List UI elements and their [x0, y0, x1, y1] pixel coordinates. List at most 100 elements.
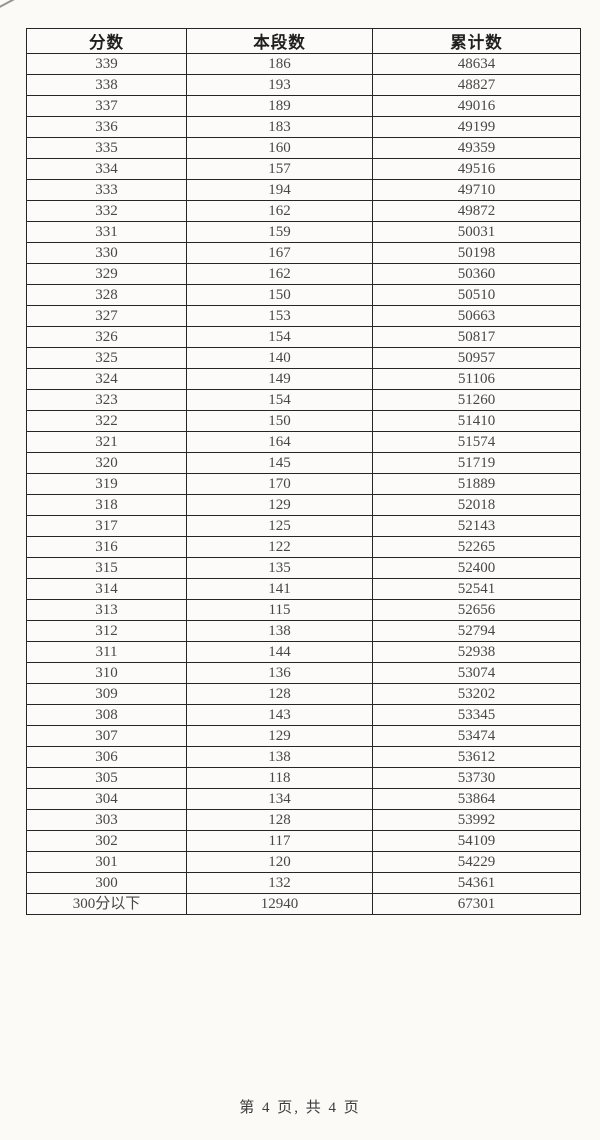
score-cell: 318	[26, 494, 187, 516]
segment-count-cell: 118	[186, 767, 373, 789]
table-row: 327 153 50663	[26, 305, 581, 327]
table-row: 300分以下 12940 67301	[26, 893, 581, 915]
cumulative-count-cell: 52938	[372, 641, 581, 663]
table-row: 312 138 52794	[26, 620, 581, 642]
segment-count-cell: 154	[186, 389, 373, 411]
score-cell: 322	[26, 410, 187, 432]
table-row: 336 183 49199	[26, 116, 581, 138]
segment-count-cell: 167	[186, 242, 373, 264]
segment-count-cell: 154	[186, 326, 373, 348]
segment-count-cell: 193	[186, 74, 373, 96]
cumulative-count-cell: 52400	[372, 557, 581, 579]
segment-count-cell: 143	[186, 704, 373, 726]
cumulative-count-cell: 49516	[372, 158, 581, 180]
table-row: 300 132 54361	[26, 872, 581, 894]
segment-count-cell: 160	[186, 137, 373, 159]
score-cell: 333	[26, 179, 187, 201]
score-cell: 303	[26, 809, 187, 831]
score-cell: 302	[26, 830, 187, 852]
score-cell: 323	[26, 389, 187, 411]
score-cell: 314	[26, 578, 187, 600]
score-cell: 305	[26, 767, 187, 789]
table-header-row: 分数 本段数 累计数	[26, 28, 581, 54]
cumulative-count-cell: 50817	[372, 326, 581, 348]
scan-artifact	[0, 0, 18, 10]
table-row: 302 117 54109	[26, 830, 581, 852]
segment-count-cell: 120	[186, 851, 373, 873]
segment-count-cell: 144	[186, 641, 373, 663]
score-cell: 335	[26, 137, 187, 159]
table-row: 334 157 49516	[26, 158, 581, 180]
segment-count-cell: 129	[186, 725, 373, 747]
score-cell: 320	[26, 452, 187, 474]
segment-count-cell: 183	[186, 116, 373, 138]
table-row: 329 162 50360	[26, 263, 581, 285]
table-row: 331 159 50031	[26, 221, 581, 243]
cumulative-count-cell: 52541	[372, 578, 581, 600]
segment-count-cell: 162	[186, 263, 373, 285]
score-cell: 334	[26, 158, 187, 180]
page-number-footer: 第 4 页, 共 4 页	[239, 1100, 361, 1116]
cumulative-count-cell: 52794	[372, 620, 581, 642]
segment-count-cell: 138	[186, 620, 373, 642]
segment-count-cell: 12940	[186, 893, 373, 915]
table-row: 318 129 52018	[26, 494, 581, 516]
table-row: 323 154 51260	[26, 389, 581, 411]
score-cell: 324	[26, 368, 187, 390]
cumulative-count-cell: 50510	[372, 284, 581, 306]
table-row: 326 154 50817	[26, 326, 581, 348]
score-cell: 308	[26, 704, 187, 726]
score-cell: 300	[26, 872, 187, 894]
cumulative-count-cell: 51574	[372, 431, 581, 453]
segment-count-cell: 141	[186, 578, 373, 600]
segment-count-cell: 132	[186, 872, 373, 894]
score-cell: 319	[26, 473, 187, 495]
score-cell: 316	[26, 536, 187, 558]
score-cell: 339	[26, 53, 187, 75]
table-row: 328 150 50510	[26, 284, 581, 306]
score-cell: 312	[26, 620, 187, 642]
score-cell: 329	[26, 263, 187, 285]
cumulative-count-cell: 52265	[372, 536, 581, 558]
segment-count-cell: 125	[186, 515, 373, 537]
table-row: 314 141 52541	[26, 578, 581, 600]
table-row: 319 170 51889	[26, 473, 581, 495]
table-row: 332 162 49872	[26, 200, 581, 222]
table-row: 333 194 49710	[26, 179, 581, 201]
cumulative-count-cell: 50663	[372, 305, 581, 327]
cumulative-count-cell: 54229	[372, 851, 581, 873]
segment-count-cell: 164	[186, 431, 373, 453]
score-cell: 301	[26, 851, 187, 873]
score-cell: 321	[26, 431, 187, 453]
cumulative-count-cell: 53992	[372, 809, 581, 831]
segment-count-cell: 145	[186, 452, 373, 474]
cumulative-count-cell: 49016	[372, 95, 581, 117]
segment-count-cell: 128	[186, 683, 373, 705]
table-body: 339 186 48634 338 193 48827 337 189 4901…	[26, 53, 581, 915]
segment-count-cell: 150	[186, 284, 373, 306]
segment-count-cell: 159	[186, 221, 373, 243]
segment-count-cell: 194	[186, 179, 373, 201]
cumulative-count-cell: 50957	[372, 347, 581, 369]
score-cell: 336	[26, 116, 187, 138]
score-cell: 327	[26, 305, 187, 327]
cumulative-count-cell: 51260	[372, 389, 581, 411]
cumulative-count-cell: 51410	[372, 410, 581, 432]
score-cell: 331	[26, 221, 187, 243]
segment-count-cell: 129	[186, 494, 373, 516]
segment-count-cell: 122	[186, 536, 373, 558]
cumulative-count-cell: 52143	[372, 515, 581, 537]
score-cell: 332	[26, 200, 187, 222]
cumulative-count-cell: 53345	[372, 704, 581, 726]
table-row: 313 115 52656	[26, 599, 581, 621]
cumulative-count-cell: 51106	[372, 368, 581, 390]
table-row: 320 145 51719	[26, 452, 581, 474]
score-cell: 326	[26, 326, 187, 348]
table-row: 304 134 53864	[26, 788, 581, 810]
cumulative-count-cell: 50360	[372, 263, 581, 285]
table-row: 309 128 53202	[26, 683, 581, 705]
table-row: 325 140 50957	[26, 347, 581, 369]
table-row: 301 120 54229	[26, 851, 581, 873]
segment-count-cell: 157	[186, 158, 373, 180]
